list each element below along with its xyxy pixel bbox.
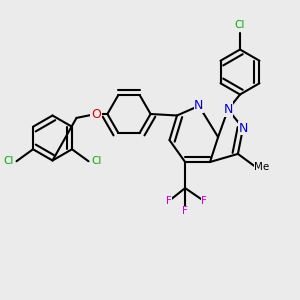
Text: F: F	[201, 196, 207, 206]
Text: N: N	[238, 122, 248, 135]
Text: O: O	[91, 107, 101, 121]
Text: N: N	[194, 99, 204, 112]
Text: Cl: Cl	[3, 156, 13, 166]
Text: F: F	[166, 196, 172, 206]
Text: Me: Me	[254, 162, 269, 172]
Text: Cl: Cl	[235, 20, 245, 31]
Text: F: F	[182, 206, 188, 217]
Text: Cl: Cl	[92, 156, 102, 166]
Text: N: N	[223, 103, 233, 116]
